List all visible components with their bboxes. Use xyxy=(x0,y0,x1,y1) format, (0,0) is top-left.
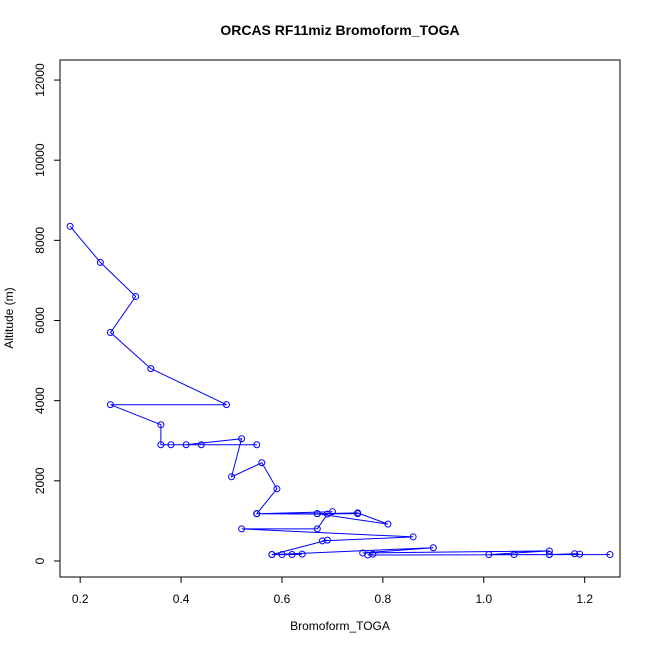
data-point xyxy=(66,222,74,230)
x-tick-label: 0.8 xyxy=(375,592,392,606)
y-axis-label: Altitude (m) xyxy=(2,287,16,348)
data-point xyxy=(197,441,205,449)
data-point xyxy=(238,435,246,443)
y-axis: 0 2000 4000 6000 8000 10000 12000 xyxy=(33,63,61,564)
data-point xyxy=(268,551,276,559)
data-point xyxy=(147,365,155,373)
data-point xyxy=(253,510,261,518)
data-point xyxy=(545,547,553,555)
y-tick-label: 8000 xyxy=(33,227,47,254)
data-point xyxy=(409,533,417,541)
data-point xyxy=(313,525,321,533)
data-point xyxy=(106,329,114,337)
data-point xyxy=(157,441,165,449)
data-point xyxy=(238,525,246,533)
x-tick-label: 0.4 xyxy=(173,592,190,606)
data-point xyxy=(167,441,175,449)
data-point xyxy=(132,292,140,300)
x-axis-label: Bromoform_TOGA xyxy=(290,619,390,633)
y-tick-label: 12000 xyxy=(33,63,47,97)
y-tick-label: 4000 xyxy=(33,387,47,414)
y-tick-label: 10000 xyxy=(33,143,47,177)
data-point xyxy=(576,550,584,558)
y-tick-label: 0 xyxy=(33,557,47,564)
data-point xyxy=(318,537,326,545)
data-point xyxy=(369,550,377,558)
data-point xyxy=(485,551,493,559)
x-tick-label: 1.2 xyxy=(576,592,593,606)
data-point xyxy=(182,441,190,449)
data-point xyxy=(571,550,579,558)
data-point xyxy=(106,401,114,409)
data-point xyxy=(258,459,266,467)
data-point xyxy=(273,485,281,493)
data-point xyxy=(253,441,261,449)
data-point xyxy=(278,551,286,559)
series-layer xyxy=(66,222,614,559)
data-point xyxy=(298,550,306,558)
x-axis: 0.2 0.4 0.6 0.8 1.0 1.2 xyxy=(72,576,593,606)
data-point xyxy=(545,551,553,559)
data-point xyxy=(606,551,614,559)
data-point xyxy=(228,473,236,481)
x-tick-label: 1.0 xyxy=(475,592,492,606)
data-point xyxy=(429,544,437,552)
data-point xyxy=(157,421,165,429)
data-point xyxy=(354,510,362,518)
data-point xyxy=(323,536,331,544)
chart-title: ORCAS RF11miz Bromoform_TOGA xyxy=(220,22,459,38)
y-tick-label: 6000 xyxy=(33,307,47,334)
y-tick-label: 2000 xyxy=(33,467,47,494)
series-line xyxy=(69,225,610,556)
x-tick-label: 0.2 xyxy=(72,592,89,606)
data-point xyxy=(288,551,296,559)
data-point xyxy=(510,551,518,559)
data-point xyxy=(364,551,372,559)
data-point xyxy=(384,520,392,528)
data-point xyxy=(222,401,230,409)
data-point xyxy=(313,510,321,518)
plot-area xyxy=(59,59,621,578)
data-point xyxy=(96,258,104,266)
data-point xyxy=(323,510,331,518)
x-tick-label: 0.6 xyxy=(274,592,291,606)
